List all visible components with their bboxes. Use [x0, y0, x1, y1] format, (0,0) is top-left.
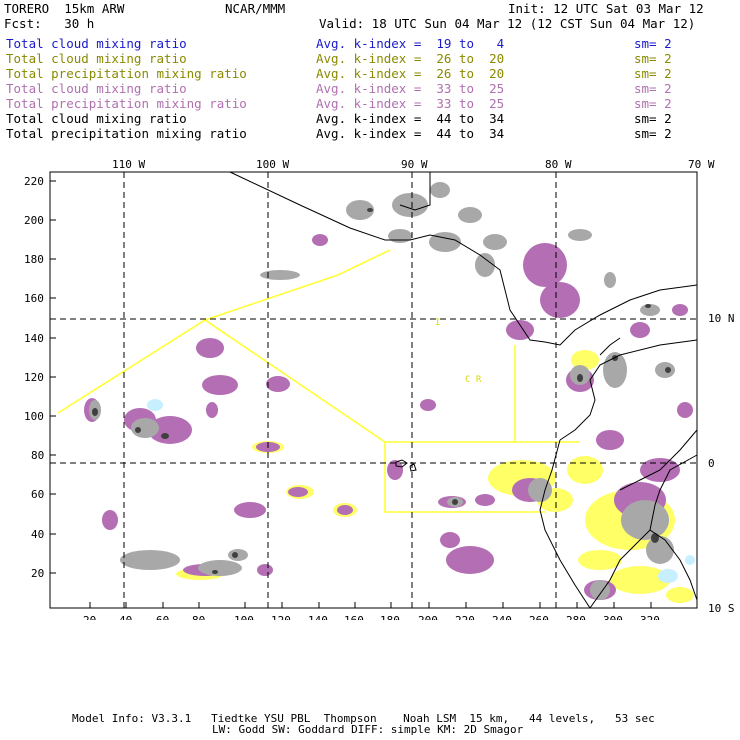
grid-tick-label: 80: [192, 614, 205, 620]
grid-tick-label: 120: [271, 614, 291, 620]
lon-label: 100 W: [256, 158, 289, 171]
grid-tick-label: 300: [603, 614, 623, 620]
region-boundaries: [57, 249, 580, 513]
lon-label: 80 W: [545, 158, 572, 171]
grid-tick-label: 260: [529, 614, 549, 620]
lat-label: 10 S: [708, 602, 735, 615]
grid-tick-label: 100: [24, 410, 44, 423]
grid-tick-label: 200: [24, 214, 44, 227]
grid-tick-label: 60: [156, 614, 169, 620]
model-title: TORERO 15km ARW: [4, 1, 125, 16]
field-name: Total precipitation mixing ratio: [6, 126, 247, 141]
left-grid-ticks: 220 200 180 160 140 120 100 80 60 40 20: [24, 175, 44, 580]
lon-label: 110 W: [112, 158, 145, 171]
field-name: Total precipitation mixing ratio: [6, 66, 247, 81]
grid-tick-label: 100: [234, 614, 254, 620]
field-smoothing: sm= 2: [634, 96, 672, 111]
field-smoothing: sm= 2: [634, 36, 672, 51]
map-frame: [49, 171, 698, 609]
field-name: Total cloud mixing ratio: [6, 36, 187, 51]
field-kindex: Avg. k-index = 44 to 34: [316, 111, 505, 126]
grid-tick-label: 220: [24, 175, 44, 188]
grid-tick-label: 320: [640, 614, 660, 620]
forecast-hour: Fcst: 30 h: [4, 16, 95, 31]
lon-label: 70 W: [688, 158, 715, 171]
coastlines: [229, 171, 698, 609]
grid-tick-label: 220: [455, 614, 475, 620]
grid-tick-label: 160: [24, 292, 44, 305]
field-kindex: Avg. k-index = 44 to 34: [316, 126, 505, 141]
bottom-tick-marks: [89, 602, 652, 608]
region-label: I: [435, 318, 440, 328]
field-kindex: Avg. k-index = 33 to 25: [316, 81, 505, 96]
field-smoothing: sm= 2: [634, 66, 672, 81]
lon-label: 90 W: [401, 158, 428, 171]
grid-tick-label: 140: [24, 332, 44, 345]
valid-time: Valid: 18 UTC Sun 04 Mar 12 (12 CST Sun …: [319, 16, 696, 31]
center-label: NCAR/MMM: [225, 1, 286, 16]
model-info: Model Info: V3.3.1 Tiedtke YSU PBL Thomp…: [72, 712, 655, 725]
field-name: Total cloud mixing ratio: [6, 51, 187, 66]
top-longitude-labels: 110 W 100 W 90 W 80 W 70 W: [112, 158, 715, 171]
field-kindex: Avg. k-index = 19 to 4: [316, 36, 505, 51]
field-smoothing: sm= 2: [634, 111, 672, 126]
grid-tick-label: 280: [566, 614, 586, 620]
physics-info: LW: Godd SW: Goddard DIFF: simple KM: 2D…: [212, 723, 524, 736]
grid-tick-label: 120: [24, 371, 44, 384]
grid-tick-label: 180: [380, 614, 400, 620]
graticule: [50, 172, 697, 608]
forecast-map: I C R 110 W 100 W 90 W 80 W 70 W 10 N 0 …: [24, 158, 735, 620]
grid-tick-label: 240: [492, 614, 512, 620]
grid-tick-label: 20: [83, 614, 96, 620]
grid-tick-label: 40: [119, 614, 132, 620]
field-name: Total cloud mixing ratio: [6, 81, 187, 96]
field-smoothing: sm= 2: [634, 51, 672, 66]
grid-tick-label: 60: [31, 488, 44, 501]
grid-tick-label: 200: [418, 614, 438, 620]
grid-tick-label: 160: [344, 614, 364, 620]
field-smoothing: sm= 2: [634, 81, 672, 96]
field-smoothing: sm= 2: [634, 126, 672, 141]
lat-label: 0: [708, 457, 715, 470]
bottom-grid-ticks: 20 40 60 80 100 120 140 160 180 200 220 …: [83, 614, 660, 620]
grid-tick-label: 20: [31, 567, 44, 580]
grid-tick-label: 80: [31, 449, 44, 462]
grid-tick-label: 180: [24, 253, 44, 266]
field-name: Total cloud mixing ratio: [6, 111, 187, 126]
init-time: Init: 12 UTC Sat 03 Mar 12: [508, 1, 704, 16]
field-kindex: Avg. k-index = 33 to 25: [316, 96, 505, 111]
lat-label: 10 N: [708, 312, 735, 325]
grid-tick-label: 40: [31, 528, 44, 541]
field-kindex: Avg. k-index = 26 to 20: [316, 51, 505, 66]
left-tick-marks: [50, 180, 56, 574]
field-name: Total precipitation mixing ratio: [6, 96, 247, 111]
region-label: C R: [465, 375, 482, 385]
grid-tick-label: 140: [308, 614, 328, 620]
field-kindex: Avg. k-index = 26 to 20: [316, 66, 505, 81]
